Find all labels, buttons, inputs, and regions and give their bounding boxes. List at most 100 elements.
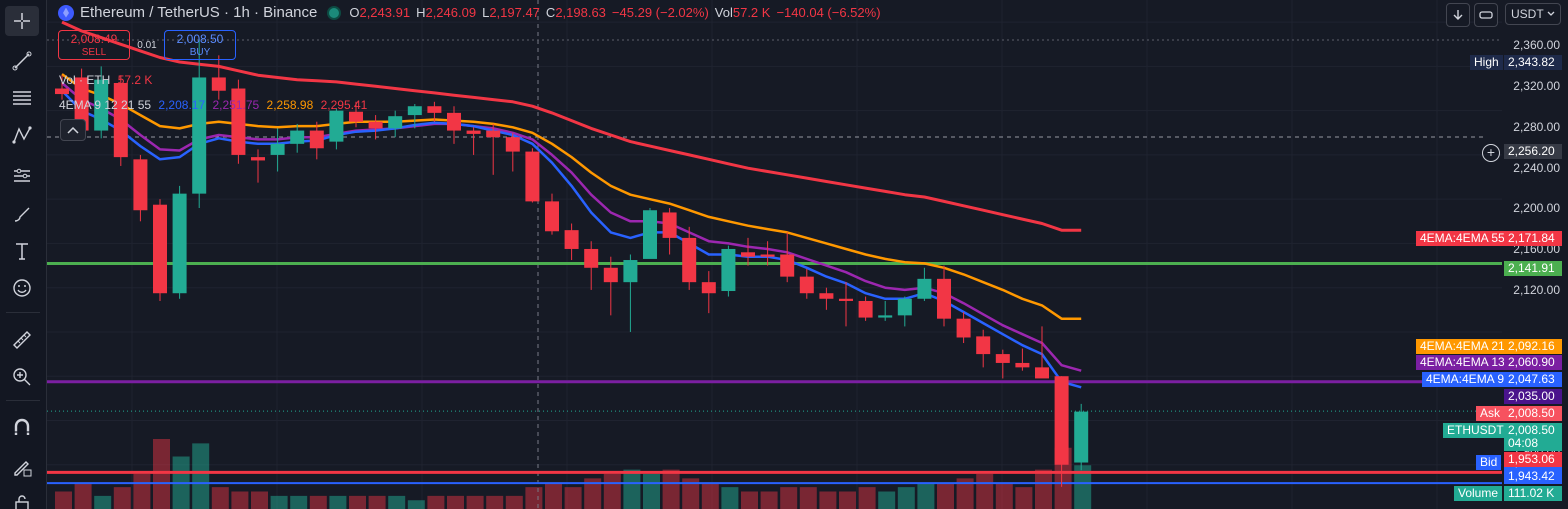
candle-body [349,111,363,122]
volume-bar [643,474,660,509]
axis-tick: 2,280.00 [1513,120,1560,134]
volume-bar [682,478,700,509]
volume-bar [486,495,504,509]
volume-bar [741,491,758,509]
toolbar-divider [6,312,40,313]
ema-legend[interactable]: 4EMA 9 12 21 55 2,208.17 2,251.75 2,258.… [59,98,367,112]
buy-button[interactable]: 2,008.50 BUY [164,30,236,60]
ema55-axis-value: 2,171.84 [1504,231,1562,246]
candle-body [270,143,285,155]
candle-body [682,237,697,283]
forecast-tool-icon[interactable] [5,160,39,190]
candle-body [878,315,893,318]
axis-tick: 2,320.00 [1513,79,1560,93]
volume-axis-label: Volume [1454,486,1503,501]
price-chart[interactable] [47,0,1502,509]
ruler-icon[interactable] [5,325,39,355]
low-value: 2,197.47 [489,5,540,20]
volume-legend-value: 57.2 K [117,73,153,87]
volume-bar [623,469,641,509]
volume-bar [349,495,366,509]
symbol-axis-label: ETHUSDT [1443,423,1508,438]
volume-bar [1015,487,1033,509]
fib-retracement-icon[interactable] [5,83,39,113]
candle-body [94,79,109,131]
ema9-axis-label: 4EMA:4EMA 9 [1422,372,1509,387]
volume-bar [721,487,739,509]
volume-bar [192,443,210,509]
candle-body [113,82,128,158]
chart-pane[interactable] [47,0,1502,509]
candle-body [231,88,246,155]
candle-body [839,298,853,301]
volume-bar [917,482,935,509]
symbol-title[interactable]: Ethereum / TetherUS · 1h · Binance [80,4,318,21]
candle-body [55,88,69,95]
ema55-axis-label: 4EMA:4EMA 55 [1416,231,1509,246]
currency-select[interactable]: USDT [1505,3,1561,25]
candle-body [466,130,481,134]
candle-body [1074,411,1089,463]
crosshair-tool-icon[interactable] [5,6,39,36]
ask-label: Ask [1476,406,1505,421]
emoji-icon[interactable] [5,273,39,303]
market-status-icon[interactable] [327,5,342,20]
candle-body [407,106,422,116]
volume-bar [799,487,817,509]
candle-body [741,252,755,257]
candle-body [1035,367,1049,379]
volume-bar [94,495,112,509]
volume-legend[interactable]: Vol · ETH 57.2 K [59,73,152,87]
ema-legend-name: 4EMA 9 12 21 55 [59,98,152,112]
brush-icon[interactable] [5,199,39,229]
bid-label: Bid [1476,455,1502,470]
volume-legend-name: Vol · ETH [59,73,111,87]
open-value: 2,243.91 [359,5,411,20]
volume-bar [525,487,543,509]
axis-tick: 2,120.00 [1513,283,1560,297]
volume-bar [897,487,915,509]
change-value: −45.29 (−2.02%) [611,5,709,20]
volume-bar [74,482,92,509]
volume-bar [427,495,445,509]
candle-body [819,293,834,299]
ema13-axis-value: 2,060.90 [1504,355,1562,370]
volume-bar [270,495,288,509]
volume-bar [55,491,72,509]
volume-axis-value: 111.02 K [1504,486,1562,501]
candle-body [74,77,89,131]
symbol-price-box: 2,008.50 04:08 [1504,423,1562,451]
candle-body [995,354,1010,363]
candle-body [251,157,265,161]
volume-bar [603,474,621,509]
candle-body [1054,376,1069,465]
candle-body [329,110,344,142]
zoom-in-icon[interactable] [5,362,39,392]
download-button[interactable] [1446,3,1470,27]
ema9-axis-value: 2,047.63 [1504,372,1562,387]
trend-line-icon[interactable] [5,46,39,76]
sell-button[interactable]: 2,008.49 SELL [58,30,130,60]
lock-icon[interactable] [5,488,39,509]
buy-label: BUY [189,47,211,58]
volume-bar [290,495,308,509]
volume-bar [937,482,954,509]
text-tool-icon[interactable] [5,236,39,266]
candle-body [937,278,951,319]
candle-body [153,204,167,294]
high-key: H [416,5,426,20]
volume-bar [878,491,896,509]
sell-price: 2,008.49 [70,32,118,46]
candle-body [505,137,520,152]
pattern-tool-icon[interactable] [5,120,39,150]
candle-countdown: 04:08 [1508,436,1539,450]
collapse-legend-button[interactable] [60,119,86,141]
lock-drawings-icon[interactable] [5,452,39,482]
volume-bar [995,482,1013,509]
fullscreen-button[interactable] [1474,3,1498,27]
add-alert-plus-icon[interactable]: + [1482,144,1500,162]
candle-body [368,121,383,129]
volume-bar [956,478,974,509]
buy-price: 2,008.50 [176,32,224,46]
magnet-icon[interactable] [5,413,39,443]
